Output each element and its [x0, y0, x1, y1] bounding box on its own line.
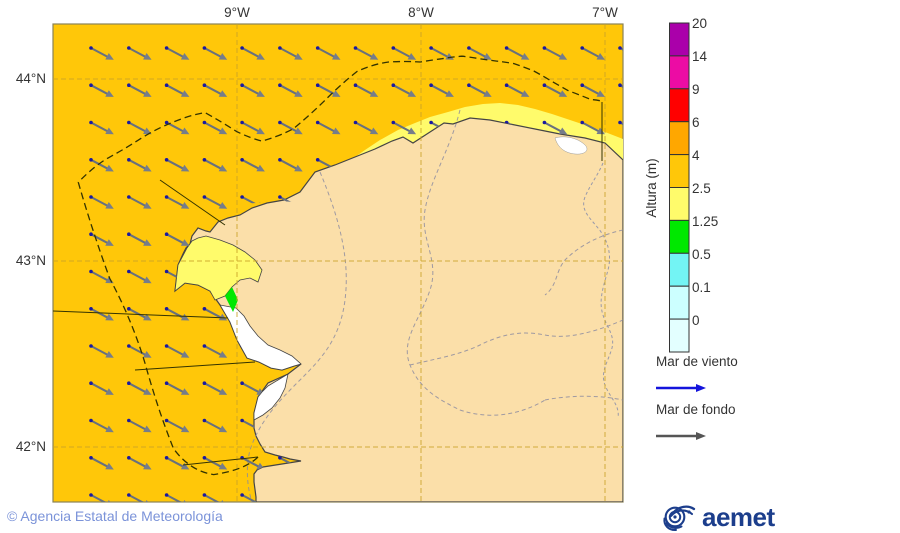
svg-text:42°N: 42°N — [16, 439, 46, 454]
svg-text:6: 6 — [692, 115, 700, 130]
svg-text:2.5: 2.5 — [692, 181, 711, 196]
svg-text:14: 14 — [692, 49, 708, 64]
svg-text:Mar de viento: Mar de viento — [656, 354, 738, 369]
svg-text:1.25: 1.25 — [692, 214, 718, 229]
svg-text:0.1: 0.1 — [692, 280, 711, 295]
svg-text:20: 20 — [692, 16, 707, 31]
svg-text:Altura (m): Altura (m) — [644, 158, 659, 217]
svg-text:43°N: 43°N — [16, 253, 46, 268]
svg-text:44°N: 44°N — [16, 71, 46, 86]
svg-text:8°W: 8°W — [408, 5, 434, 20]
svg-text:9: 9 — [692, 82, 700, 97]
svg-text:© Agencia Estatal de Meteorolo: © Agencia Estatal de Meteorología — [7, 508, 223, 524]
svg-text:7°W: 7°W — [592, 5, 618, 20]
svg-text:0: 0 — [692, 313, 700, 328]
svg-text:aemet: aemet — [702, 502, 775, 532]
svg-text:Mar de fondo: Mar de fondo — [656, 402, 736, 417]
svg-text:9°W: 9°W — [224, 5, 250, 20]
svg-text:0.5: 0.5 — [692, 247, 711, 262]
svg-text:4: 4 — [692, 148, 700, 163]
